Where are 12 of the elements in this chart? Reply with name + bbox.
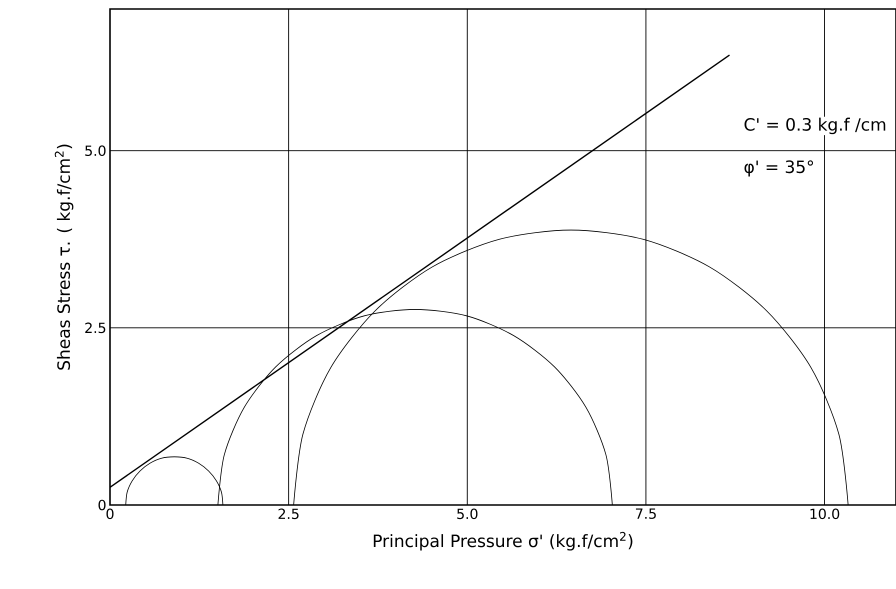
annotation: C' = 0.3 kg.f /cm: [744, 118, 886, 134]
x-tick-label: 5.0: [457, 508, 478, 520]
x-tick-label: 2.5: [278, 508, 299, 520]
x-tick-label: 10.0: [810, 508, 840, 520]
y-tick-label: 0: [98, 500, 106, 510]
y-tick-label: 2.5: [85, 322, 106, 334]
x-axis-title: Principal Pressure σ' (kg.f/cm$^{2}$): [374, 532, 632, 551]
annotation: φ' = 35°: [744, 160, 814, 176]
y-axis-title: Sheas Stress τ. ( kg.f/cm$^{2}$): [54, 144, 74, 370]
x-tick-label: 0: [106, 508, 114, 520]
x-tick-label: 7.5: [636, 508, 656, 519]
y-tick-label: 5.0: [85, 145, 106, 156]
